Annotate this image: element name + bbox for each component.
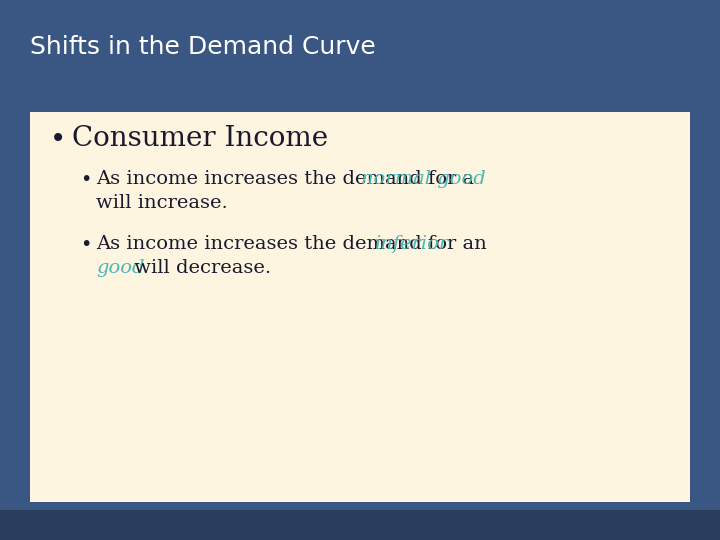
Text: •: • [80, 235, 91, 254]
Text: good: good [96, 259, 145, 277]
Text: will increase.: will increase. [96, 194, 228, 212]
Text: Consumer Income: Consumer Income [72, 125, 328, 152]
Text: •: • [50, 125, 66, 153]
Text: As income increases the demand for an: As income increases the demand for an [96, 235, 493, 253]
Text: As income increases the demand for a: As income increases the demand for a [96, 170, 480, 188]
Text: normal good: normal good [361, 170, 486, 188]
Text: Shifts in the Demand Curve: Shifts in the Demand Curve [30, 35, 376, 59]
Text: inferior: inferior [374, 235, 449, 253]
FancyBboxPatch shape [0, 510, 720, 540]
Text: will decrease.: will decrease. [128, 259, 271, 277]
FancyBboxPatch shape [30, 112, 690, 502]
Text: •: • [80, 170, 91, 189]
